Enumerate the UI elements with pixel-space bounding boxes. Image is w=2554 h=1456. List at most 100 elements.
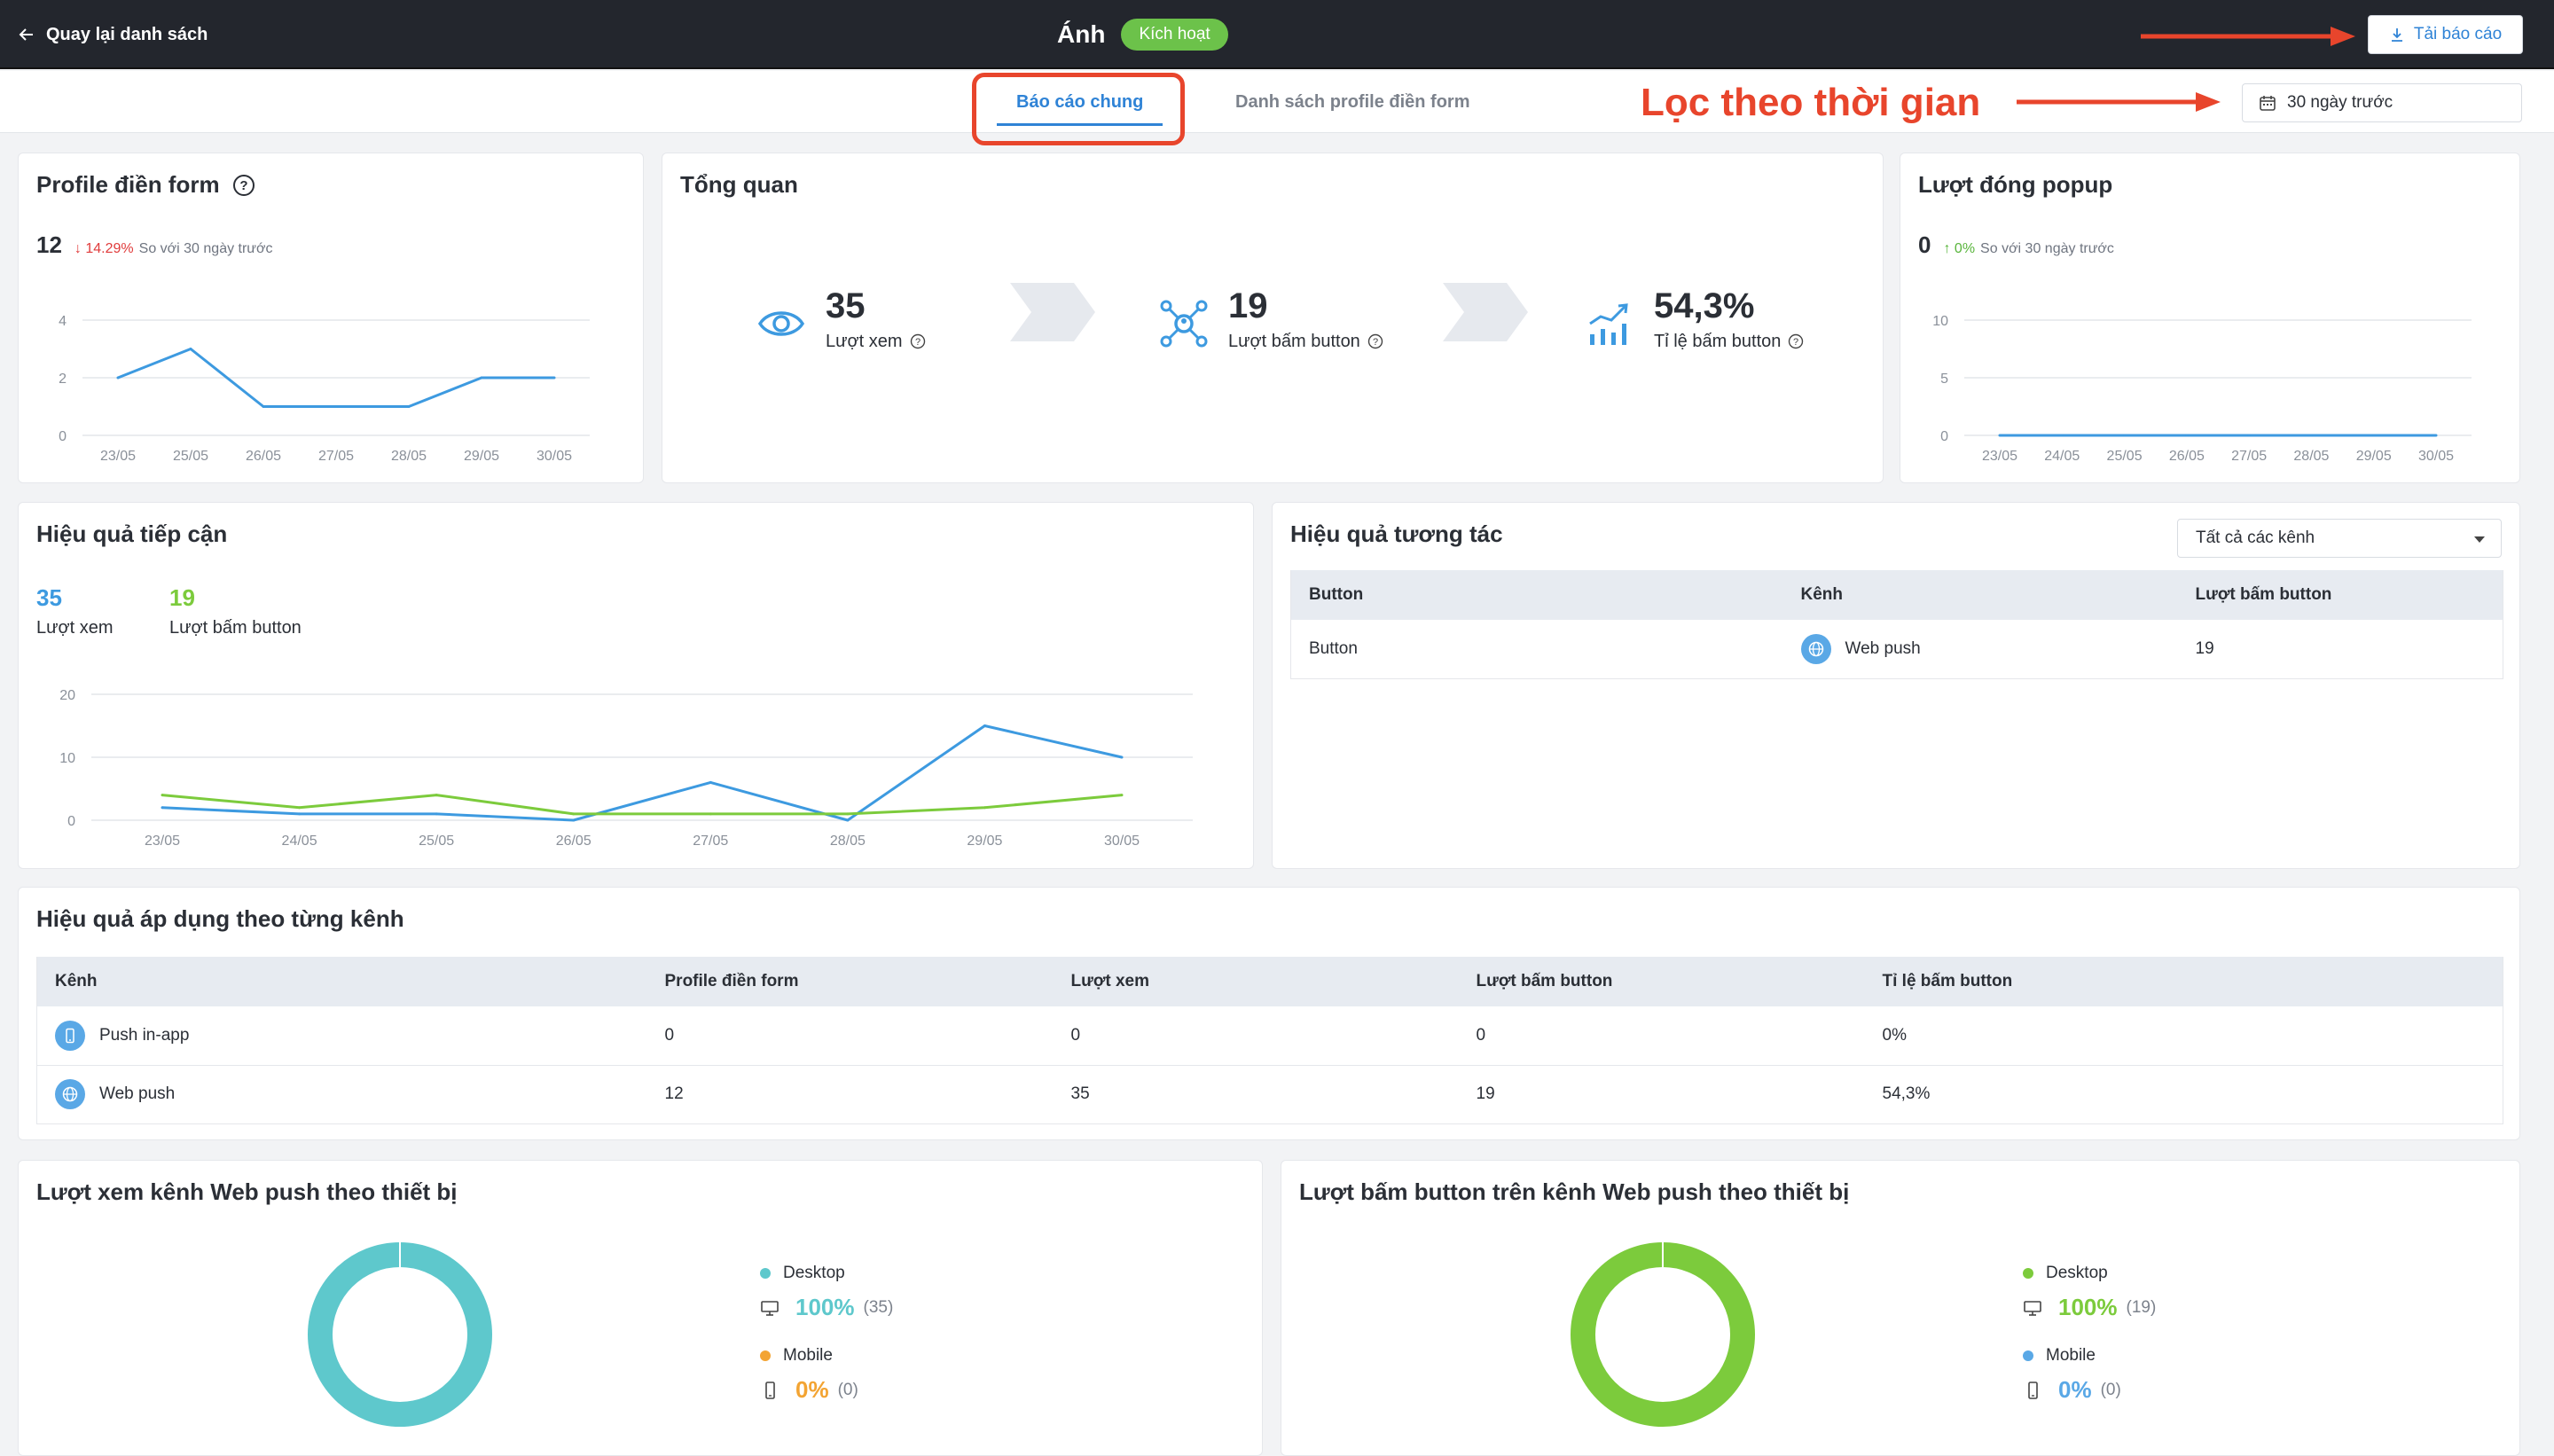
x-tick-label: 23/05 bbox=[145, 834, 180, 849]
mobile-count: (0) bbox=[837, 1380, 858, 1399]
y-tick-label: 0 bbox=[59, 429, 67, 444]
column-header: Lượt bấm button bbox=[2177, 570, 2503, 620]
data-point bbox=[298, 806, 302, 810]
top-bar: Quay lại danh sách Ánh Kích hoạt Tải báo… bbox=[0, 0, 2554, 69]
series-line bbox=[161, 724, 1123, 822]
channel-cell: Push in-app bbox=[36, 1006, 647, 1066]
views-cell: 0 bbox=[1053, 1006, 1459, 1066]
y-tick-label: 0 bbox=[67, 814, 75, 829]
legend-desktop-label: Desktop bbox=[2046, 1264, 2108, 1282]
interaction-table: Button Kênh Lượt bấm button Button Web p… bbox=[1290, 570, 2503, 679]
desktop-icon bbox=[2024, 1300, 2041, 1316]
legend-dot bbox=[760, 1268, 771, 1279]
status-badge: Kích hoạt bbox=[1121, 19, 1228, 51]
y-tick-label: 4 bbox=[59, 314, 67, 329]
reach-clicks-label: Lượt bấm button bbox=[169, 618, 302, 638]
channel-name: Web push bbox=[1845, 638, 1921, 658]
profiles-cell: 12 bbox=[646, 1065, 1054, 1124]
data-point bbox=[116, 376, 120, 380]
column-header: Lượt xem bbox=[1053, 957, 1459, 1006]
x-tick-label: 30/05 bbox=[537, 449, 572, 464]
help-icon[interactable]: ? bbox=[1788, 333, 1804, 349]
clicks-cell: 19 bbox=[1458, 1065, 1865, 1124]
profiles-cell: 0 bbox=[646, 1006, 1054, 1066]
rate-value: 54,3% bbox=[1654, 286, 1755, 325]
desktop-count: (35) bbox=[863, 1297, 894, 1317]
overview-views: 35 Lượt xem? bbox=[756, 286, 926, 352]
donut-slice bbox=[308, 1242, 492, 1427]
donut-slice bbox=[1571, 1242, 1755, 1427]
channel-performance-card: Hiệu quả áp dụng theo từng kênh Kênh Pro… bbox=[18, 887, 2520, 1140]
column-header: Profile điền form bbox=[646, 957, 1054, 1006]
table-header-row: Kênh Profile điền form Lượt xem Lượt bấm… bbox=[36, 957, 2503, 1006]
mobile-icon bbox=[2028, 1381, 2038, 1399]
legend-desktop: Desktop bbox=[2023, 1264, 2156, 1283]
page-title: Ánh bbox=[1057, 20, 1106, 48]
close-stat-line: 0 ↑ 0% So với 30 ngày trước bbox=[1918, 231, 2114, 259]
profile-stat-line: 12 ↓ 14.29% So với 30 ngày trước bbox=[36, 231, 273, 259]
clicks-by-device-card: Lượt bấm button trên kênh Web push theo … bbox=[1281, 1160, 2520, 1456]
x-tick-label: 30/05 bbox=[1104, 834, 1140, 849]
reach-card: Hiệu quả tiếp cận 35 Lượt xem 19 Lượt bấ… bbox=[18, 502, 1254, 869]
data-point bbox=[572, 812, 576, 816]
x-tick-label: 29/05 bbox=[967, 834, 1002, 849]
channel-select[interactable]: Tất cả các kênh bbox=[2177, 519, 2502, 558]
tab-general-report[interactable]: Báo cáo chung bbox=[996, 71, 1163, 133]
bar-chart-icon bbox=[1589, 303, 1628, 345]
date-range-filter[interactable]: 30 ngày trước bbox=[2242, 83, 2522, 122]
close-note: So với 30 ngày trước bbox=[1980, 241, 2114, 256]
svg-text:?: ? bbox=[1793, 337, 1798, 348]
reach-title: Hiệu quả tiếp cận bbox=[36, 521, 228, 547]
data-point bbox=[846, 812, 850, 816]
legend-dot bbox=[760, 1350, 771, 1361]
date-filter-value: 30 ngày trước bbox=[2287, 93, 2393, 112]
y-tick-label: 5 bbox=[1940, 372, 1948, 387]
views-by-device-card: Lượt xem kênh Web push theo thiết bị Des… bbox=[18, 1160, 1263, 1456]
rate-label: Tỉ lệ bấm button? bbox=[1654, 332, 1804, 352]
profile-card-title: Profile điền form bbox=[36, 171, 220, 198]
mobile-percent: 0% bbox=[795, 1376, 829, 1403]
data-point bbox=[262, 405, 265, 408]
x-tick-label: 29/05 bbox=[464, 449, 499, 464]
channel-select-value: Tất cả các kênh bbox=[2196, 528, 2315, 547]
overview-rate: 54,3% Tỉ lệ bấm button? bbox=[1585, 286, 1804, 352]
back-to-list-link[interactable]: Quay lại danh sách bbox=[18, 0, 208, 69]
clicks-device-donut bbox=[1571, 1242, 1755, 1427]
mobile-percent: 0% bbox=[2058, 1376, 2092, 1403]
tab-profile-list[interactable]: Danh sách profile điền form bbox=[1235, 91, 1470, 112]
rate-cell: 0% bbox=[1864, 1006, 2503, 1066]
profile-change: ↓ 14.29% bbox=[74, 241, 134, 256]
back-link-label: Quay lại danh sách bbox=[46, 24, 208, 44]
legend-dot bbox=[2023, 1350, 2033, 1361]
column-header: Button bbox=[1290, 570, 1783, 620]
legend-dot bbox=[2023, 1268, 2033, 1279]
data-point bbox=[846, 818, 850, 822]
help-icon[interactable]: ? bbox=[910, 333, 926, 349]
x-tick-label: 28/05 bbox=[830, 834, 866, 849]
help-icon[interactable]: ? bbox=[232, 174, 255, 197]
data-point bbox=[2372, 434, 2376, 437]
close-change: ↑ 0% bbox=[1943, 241, 1976, 256]
data-point bbox=[1120, 794, 1124, 797]
help-icon[interactable]: ? bbox=[1367, 333, 1383, 349]
x-tick-label: 25/05 bbox=[2107, 449, 2143, 464]
y-tick-label: 10 bbox=[1932, 314, 1948, 329]
profile-change-value: 14.29% bbox=[85, 241, 134, 256]
views-device-title: Lượt xem kênh Web push theo thiết bị bbox=[36, 1178, 458, 1205]
x-tick-label: 24/05 bbox=[282, 834, 317, 849]
x-tick-label: 27/05 bbox=[318, 449, 354, 464]
x-tick-label: 28/05 bbox=[2293, 449, 2329, 464]
channel-name: Push in-app bbox=[99, 1025, 190, 1045]
chevron-down-icon bbox=[2474, 536, 2485, 543]
views-value: 35 bbox=[826, 286, 866, 325]
data-point bbox=[161, 806, 164, 810]
x-tick-label: 23/05 bbox=[100, 449, 136, 464]
download-report-button[interactable]: Tải báo cáo bbox=[2368, 15, 2523, 54]
rate-cell: 54,3% bbox=[1864, 1065, 2503, 1124]
clicks-cell: 0 bbox=[1458, 1006, 1865, 1066]
column-header: Tỉ lệ bấm button bbox=[1864, 957, 2503, 1006]
data-point bbox=[435, 812, 438, 816]
data-point bbox=[1120, 755, 1124, 759]
table-row: Web push 12 35 19 54,3% bbox=[36, 1065, 2503, 1124]
tabs-row: Báo cáo chung Danh sách profile điền for… bbox=[0, 71, 2554, 133]
